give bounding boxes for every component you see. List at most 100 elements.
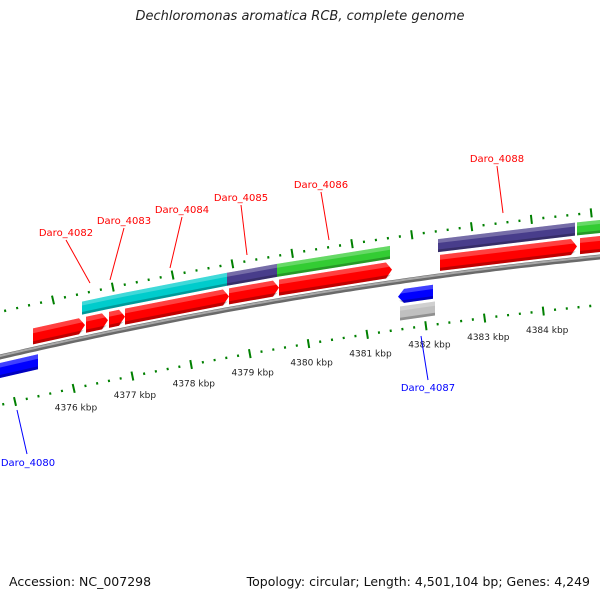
cds-block[interactable] xyxy=(227,263,277,286)
upper-scale-minor-tick xyxy=(135,280,138,284)
lower-scale-major-tick xyxy=(365,329,369,339)
lower-scale-major-tick xyxy=(483,313,487,323)
cds-block-shadow xyxy=(577,230,600,236)
lower-scale-minor-tick xyxy=(236,354,240,358)
cds-block-shadow xyxy=(277,256,390,277)
cds-block-shadow xyxy=(122,283,227,307)
scale-label: 4380 kbp xyxy=(290,359,333,369)
forward-gene-highlight xyxy=(279,262,389,285)
reverse-gene-daro-4087-body xyxy=(398,284,433,303)
scale-label: 4378 kbp xyxy=(173,380,216,390)
forward-gene-shadow xyxy=(33,330,84,345)
leader-line-daro-4082 xyxy=(65,239,91,284)
cds-block[interactable] xyxy=(277,245,390,277)
forward-gene[interactable] xyxy=(86,313,108,333)
forward-gene[interactable] xyxy=(440,238,577,271)
forward-gene-highlight xyxy=(125,289,226,314)
lower-scale-major-tick xyxy=(13,396,17,407)
cds-block-body xyxy=(82,296,106,315)
other-feature[interactable] xyxy=(400,301,435,321)
lower-scale-major-tick xyxy=(248,349,252,359)
upper-scale-major-tick xyxy=(51,295,55,305)
reverse-gene-daro-4080[interactable] xyxy=(0,354,38,380)
gene-label-daro-4084[interactable]: Daro_4084 xyxy=(155,205,209,216)
gene-label-daro-4085[interactable]: Daro_4085 xyxy=(214,193,268,204)
leader-line-daro-4086 xyxy=(320,191,330,241)
forward-gene-shadow xyxy=(440,251,576,271)
forward-gene-body xyxy=(580,236,600,255)
cds-block-shadow xyxy=(106,303,122,310)
lower-scale-major-tick xyxy=(130,371,135,381)
lower-scale-minor-tick xyxy=(95,381,99,385)
cds-block[interactable] xyxy=(438,222,575,253)
cds-block-shadow xyxy=(438,233,575,253)
upper-scale-major-tick xyxy=(290,248,294,258)
gene-label-daro-4080[interactable]: Daro_4080 xyxy=(1,458,55,469)
lower-scale-minor-tick xyxy=(201,360,205,364)
cds-block[interactable] xyxy=(122,272,227,307)
forward-gene[interactable] xyxy=(229,280,279,305)
upper-scale-major-tick xyxy=(529,214,533,225)
lower-scale-minor-tick xyxy=(2,402,5,406)
cds-block-highlight xyxy=(277,245,390,268)
lower-scale-minor-tick xyxy=(154,369,158,373)
scale-label: 4383 kbp xyxy=(467,333,510,343)
lower-scale-minor-tick xyxy=(84,384,87,388)
cds-block[interactable] xyxy=(577,219,600,236)
lower-scale-minor-tick xyxy=(49,392,52,395)
gene-label-daro-4086[interactable]: Daro_4086 xyxy=(294,180,348,191)
cds-block-body xyxy=(106,293,122,310)
forward-gene[interactable] xyxy=(33,317,85,345)
lower-scale-major-tick xyxy=(424,321,428,331)
lower-scale-minor-tick xyxy=(107,379,111,383)
cds-block-highlight xyxy=(106,293,122,301)
cds-block[interactable] xyxy=(82,296,106,315)
forward-gene-shadow xyxy=(279,274,391,296)
forward-gene-body xyxy=(229,280,279,305)
cds-block-highlight xyxy=(82,296,106,306)
forward-gene-highlight xyxy=(440,238,574,260)
gene-label-daro-4088[interactable]: Daro_4088 xyxy=(470,154,524,165)
cds-block-body xyxy=(227,263,277,286)
upper-scale-minor-tick xyxy=(3,309,7,313)
forward-gene-body xyxy=(440,239,577,271)
leader-line-daro-4087 xyxy=(420,335,429,381)
gene-label-daro-4082[interactable]: Daro_4082 xyxy=(39,228,93,239)
leader-line-daro-4085 xyxy=(240,204,248,256)
reverse-gene-daro-4080-body xyxy=(0,354,38,379)
forward-gene-highlight xyxy=(33,317,82,334)
leader-line-daro-4080 xyxy=(16,409,28,455)
forward-gene[interactable] xyxy=(580,235,600,255)
forward-gene[interactable] xyxy=(125,289,229,325)
upper-scale-minor-tick xyxy=(219,264,222,268)
scale-label: 4382 kbp xyxy=(408,341,451,351)
cds-block[interactable] xyxy=(106,293,122,310)
lower-scale-minor-tick xyxy=(166,367,169,371)
upper-scale-minor-tick xyxy=(87,290,91,294)
cds-block-shadow xyxy=(82,306,106,315)
upper-scale-major-tick xyxy=(230,259,235,269)
cds-block-highlight xyxy=(227,263,277,277)
reverse-gene-daro-4087[interactable] xyxy=(398,284,433,303)
leader-line-daro-4088 xyxy=(496,165,504,214)
gene-label-daro-4087[interactable]: Daro_4087 xyxy=(401,383,455,394)
forward-gene[interactable] xyxy=(279,262,392,296)
forward-gene[interactable] xyxy=(109,309,125,328)
upper-scale-minor-tick xyxy=(27,303,31,307)
gene-label-daro-4083[interactable]: Daro_4083 xyxy=(97,216,151,227)
cds-block-body xyxy=(122,272,227,307)
cds-block-highlight xyxy=(438,222,575,243)
forward-gene-body xyxy=(125,289,229,325)
upper-scale-minor-tick xyxy=(75,293,79,297)
lower-scale-minor-tick xyxy=(119,377,122,380)
other-feature-shadow xyxy=(400,312,435,321)
reverse-gene-daro-4080-highlight xyxy=(0,354,38,368)
upper-scale-minor-tick xyxy=(99,288,103,292)
forward-gene-highlight xyxy=(229,280,276,294)
forward-gene-highlight xyxy=(109,309,122,317)
forward-gene-highlight xyxy=(86,313,105,322)
forward-gene-shadow xyxy=(580,248,600,255)
lower-scale-major-tick xyxy=(306,339,311,349)
